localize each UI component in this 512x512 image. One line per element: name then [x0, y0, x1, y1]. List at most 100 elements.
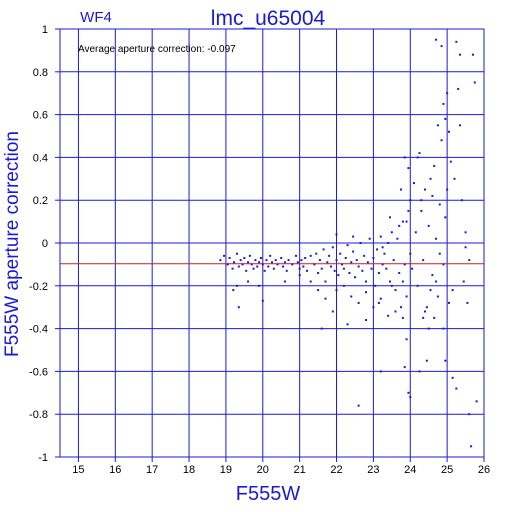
data-point	[350, 295, 353, 298]
data-point	[433, 164, 436, 167]
data-point	[460, 199, 463, 202]
data-point	[374, 284, 377, 287]
data-point	[379, 297, 382, 300]
y-tick-label: 0.2	[33, 195, 48, 207]
data-point	[379, 235, 382, 238]
data-point	[337, 274, 340, 277]
x-tick-label: 20	[257, 464, 269, 476]
data-point	[237, 265, 240, 268]
data-point	[282, 265, 285, 268]
y-tick-label: -0.2	[29, 281, 48, 293]
data-point	[357, 301, 360, 304]
data-point	[387, 242, 390, 244]
data-point	[457, 87, 460, 90]
chart-title: lmc_u65004	[211, 7, 326, 30]
data-point	[363, 254, 366, 257]
x-tick-label: 18	[183, 464, 195, 476]
data-point	[412, 182, 415, 185]
x-axis-label: F555W	[236, 483, 301, 505]
data-point	[320, 327, 323, 330]
x-tick-label: 23	[367, 464, 379, 476]
data-point	[444, 117, 447, 120]
data-point	[322, 248, 325, 251]
data-point	[324, 280, 327, 283]
data-point	[377, 301, 380, 304]
data-point	[401, 280, 404, 283]
data-point	[459, 124, 462, 127]
data-point	[424, 310, 427, 313]
data-point	[427, 327, 430, 330]
y-tick-label: 0	[42, 238, 48, 250]
data-point	[352, 235, 355, 238]
data-point	[366, 261, 369, 264]
data-point	[440, 139, 443, 142]
data-point	[219, 259, 222, 262]
data-point	[291, 263, 294, 266]
data-point	[365, 291, 368, 294]
data-point	[444, 359, 447, 362]
data-point	[232, 289, 235, 292]
data-point	[438, 252, 441, 255]
data-point	[294, 254, 297, 257]
data-point	[357, 404, 360, 407]
data-point	[241, 263, 244, 266]
data-point	[468, 259, 471, 262]
data-point	[339, 252, 342, 255]
data-point	[235, 252, 238, 255]
data-point	[433, 316, 436, 319]
data-point	[431, 194, 434, 197]
data-point	[341, 263, 344, 266]
data-point	[248, 254, 251, 257]
data-point	[416, 284, 419, 287]
data-point	[468, 413, 471, 416]
data-point	[390, 231, 393, 234]
data-point	[420, 199, 423, 202]
data-point	[304, 256, 307, 259]
data-point	[280, 256, 283, 259]
data-point	[459, 53, 462, 56]
data-point	[365, 280, 368, 283]
data-point	[407, 209, 410, 212]
data-point	[420, 209, 423, 212]
y-tick-label: -1	[38, 452, 48, 464]
data-point	[276, 263, 279, 266]
data-point	[228, 256, 231, 259]
data-point	[403, 366, 406, 369]
data-point	[473, 81, 476, 84]
average-correction-annotation: Average aperture correction: -0.097	[78, 44, 236, 55]
data-point	[320, 267, 323, 270]
data-point	[250, 263, 253, 266]
data-point	[342, 284, 345, 287]
data-point	[431, 274, 434, 277]
data-point	[414, 231, 417, 234]
data-point	[261, 299, 264, 302]
data-point	[302, 265, 305, 268]
data-point	[435, 280, 438, 283]
data-point	[400, 188, 403, 191]
data-point	[444, 216, 447, 219]
y-tick-label: -0.8	[29, 409, 48, 421]
data-point	[331, 310, 334, 313]
data-point	[422, 316, 425, 319]
data-point	[407, 391, 410, 394]
data-point	[265, 259, 268, 262]
data-point	[259, 256, 262, 259]
data-point	[333, 269, 336, 272]
data-point	[361, 269, 364, 272]
data-point	[331, 246, 334, 249]
data-point	[237, 306, 240, 309]
data-point	[263, 269, 266, 272]
data-point	[335, 259, 338, 262]
data-point	[376, 248, 379, 251]
x-tick-label: 15	[72, 464, 84, 476]
data-point	[388, 216, 391, 219]
data-point	[409, 396, 412, 399]
data-point	[274, 259, 277, 262]
y-tick-label: 0.6	[33, 110, 48, 122]
data-point	[247, 261, 250, 264]
data-point	[446, 92, 449, 95]
data-point	[411, 267, 414, 270]
data-point	[283, 261, 286, 264]
